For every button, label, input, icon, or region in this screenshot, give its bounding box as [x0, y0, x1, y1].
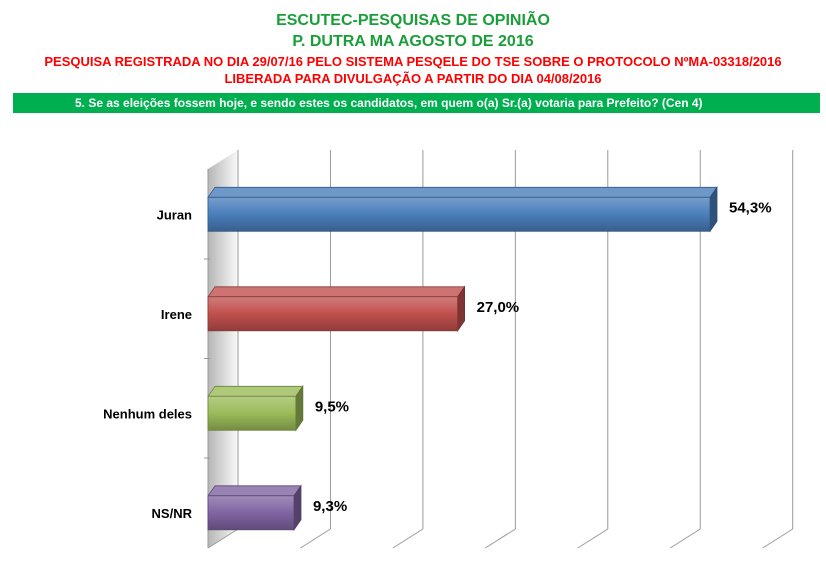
chart-bars [207, 186, 718, 532]
registration-notice: PESQUISA REGISTRADA NO DIA 29/07/16 PELO… [44, 54, 782, 69]
value-label: 9,3% [313, 498, 347, 515]
chart-left-wall [208, 150, 238, 548]
bar-ns-nr [207, 484, 302, 532]
bar-juran [207, 186, 718, 233]
floor-gridline [300, 528, 331, 549]
value-label: 27,0% [477, 299, 520, 316]
floor-gridline [485, 528, 516, 549]
bar-front-face [207, 395, 297, 431]
report-title: ESCUTEC-PESQUISAS DE OPINIÃO [276, 12, 550, 29]
floor-gridline [207, 528, 239, 549]
value-label: 9,5% [315, 398, 349, 415]
category-label: Juran [157, 207, 192, 222]
report-subtitle: P. DUTRA MA AGOSTO DE 2016 [292, 33, 534, 50]
category-label: NS/NR [152, 506, 193, 521]
floor-gridline [392, 528, 424, 549]
chart-labels: Juran 54,3% Irene 27,0% Nenhum deles 9,5% NS/N… [103, 199, 772, 521]
category-label: Nenhum deles [103, 406, 192, 421]
bar-top-face [207, 485, 302, 497]
floor-gridline [577, 528, 609, 549]
bar-top-face [207, 286, 466, 298]
bar-irene [207, 285, 466, 333]
bar-top-face [207, 186, 718, 198]
bar-front-face [207, 196, 711, 232]
release-notice: LIBERADA PARA DIVULGAÇÃO A PARTIR DO DIA… [224, 71, 602, 86]
floor-gridline [669, 528, 701, 549]
bar-nenhum-deles [207, 385, 304, 432]
question-banner: 5. Se as eleições fossem hoje, e sendo e… [13, 93, 820, 113]
floor-gridline [762, 528, 793, 549]
value-label: 54,3% [729, 199, 772, 216]
category-label: Irene [161, 307, 192, 322]
bar-front-face [207, 495, 295, 531]
bar-front-face [207, 296, 459, 332]
bar-top-face [207, 385, 304, 397]
